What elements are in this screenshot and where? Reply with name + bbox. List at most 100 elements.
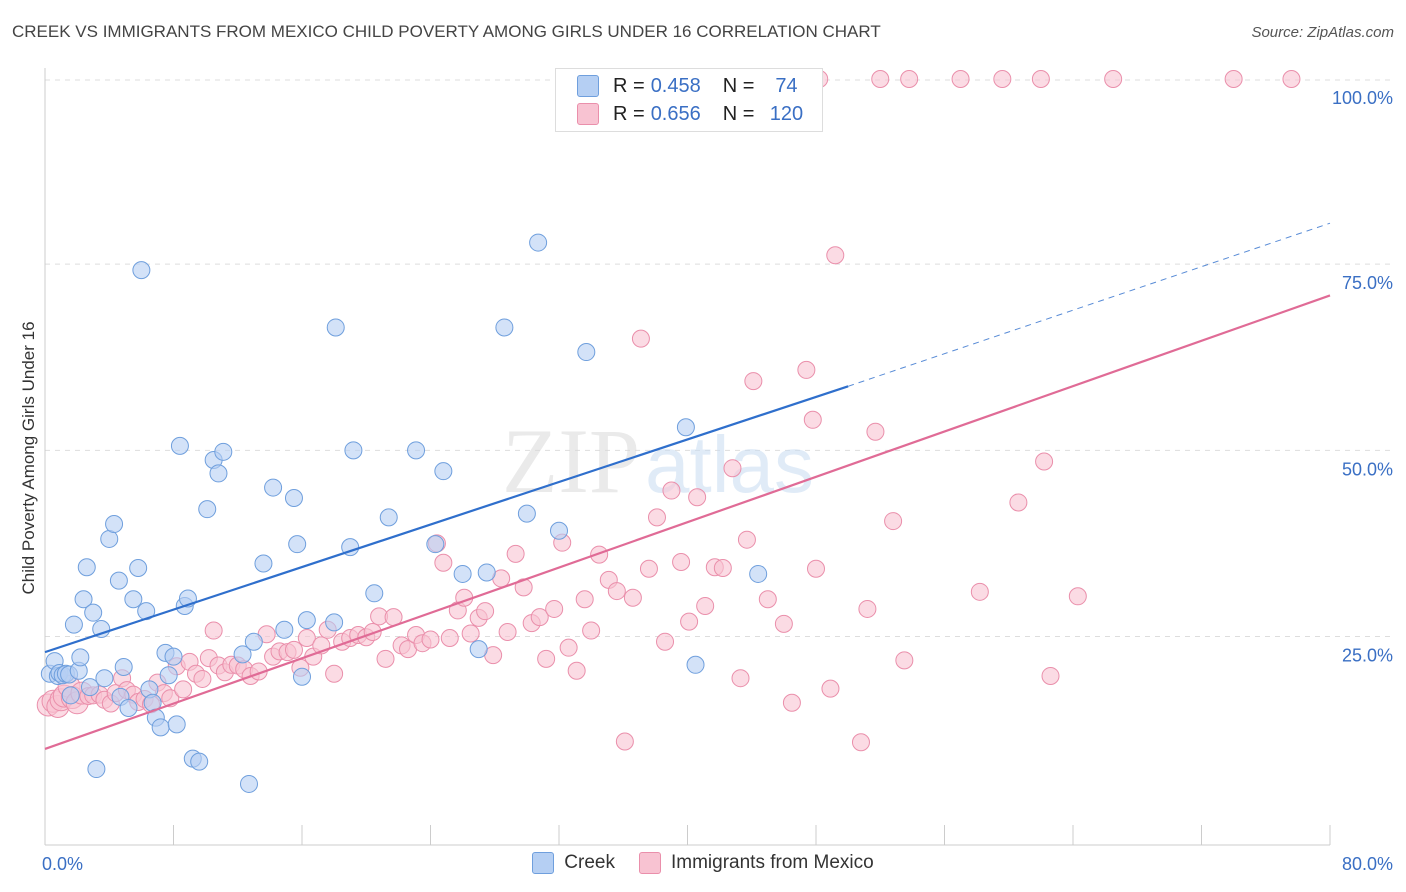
creek-point xyxy=(264,478,283,497)
mexico-point xyxy=(559,638,578,657)
source-label: Source: ZipAtlas.com xyxy=(1251,24,1394,41)
mexico-point xyxy=(1031,70,1050,88)
mexico-point xyxy=(440,628,459,647)
mexico-trend-line xyxy=(44,294,1331,750)
mexico-point xyxy=(993,70,1012,88)
creek-point xyxy=(74,590,93,609)
creek-point xyxy=(529,233,548,252)
bottom-legend: Creek Immigrants from Mexico xyxy=(0,852,1406,874)
creek-point xyxy=(129,558,148,577)
legend-n-value: 120 xyxy=(769,102,804,125)
mexico-point xyxy=(662,481,681,500)
legend-n-label: N = xyxy=(722,102,755,125)
mexico-point xyxy=(680,612,699,631)
creek-point xyxy=(95,669,114,688)
creek-point xyxy=(167,715,186,734)
creek-point xyxy=(379,508,398,527)
legend-r-label: R = xyxy=(613,102,645,125)
creek-point xyxy=(80,678,99,697)
creek-point xyxy=(254,554,273,573)
mexico-point xyxy=(826,246,845,265)
creek-point xyxy=(686,655,705,674)
creek-point xyxy=(407,441,426,460)
creek-point xyxy=(344,441,363,460)
trend-lines xyxy=(44,222,1331,750)
mexico-point xyxy=(1068,587,1087,606)
creek-point xyxy=(119,698,138,717)
mexico-point xyxy=(174,680,193,699)
creek-point xyxy=(293,667,311,686)
mexico-point xyxy=(866,422,885,441)
creek-point xyxy=(209,464,228,483)
creek-point xyxy=(61,686,80,705)
mexico-point xyxy=(1041,666,1060,685)
mexico-point xyxy=(498,623,517,642)
x-tick-label: 0.0% xyxy=(42,854,83,874)
mexico-point xyxy=(744,372,763,391)
x-tick-label: 80.0% xyxy=(1342,854,1393,874)
tick-labels: 25.0% 50.0% 75.0% 100.0% 0.0% 80.0% xyxy=(42,88,1393,874)
watermark-zip: ZIP xyxy=(502,410,640,512)
y-tick-label: 75.0% xyxy=(1342,273,1393,293)
y-tick-label: 25.0% xyxy=(1342,645,1393,665)
creek-point xyxy=(124,590,143,609)
creek-point xyxy=(325,613,344,632)
mexico-point xyxy=(530,608,549,627)
mexico-point xyxy=(1282,70,1301,88)
creek-point xyxy=(676,418,695,437)
mexico-point xyxy=(821,679,840,698)
creek-point xyxy=(92,620,111,639)
bottom-legend-swatch-creek xyxy=(532,852,555,874)
mexico-point xyxy=(461,624,480,643)
legend-n-value: 74 xyxy=(775,74,798,97)
creek-point xyxy=(477,563,496,582)
mexico-point xyxy=(871,70,890,88)
mexico-point xyxy=(575,590,594,609)
creek-point xyxy=(71,648,90,667)
mexico-point xyxy=(858,599,877,618)
creek-point xyxy=(77,558,96,577)
bottom-legend-swatch-mexico xyxy=(638,852,661,874)
mexico-point xyxy=(434,553,453,572)
mexico-point xyxy=(782,693,801,712)
mexico-point xyxy=(582,621,601,640)
creek-point xyxy=(434,462,453,481)
creek-point xyxy=(577,343,596,362)
mexico-point xyxy=(623,588,642,607)
mexico-point xyxy=(1224,70,1243,88)
creek-point xyxy=(159,666,178,685)
watermark: ZIP atlas xyxy=(502,410,814,512)
mexico-point xyxy=(807,559,825,578)
mexico-point xyxy=(590,545,609,564)
legend: R = 0.458 N = 74 R = 0.656 N = 120 xyxy=(555,68,823,132)
creek-point xyxy=(297,611,316,630)
creek-point xyxy=(198,500,217,519)
legend-r-value: 0.656 xyxy=(650,102,701,125)
mexico-point xyxy=(615,732,634,751)
mexico-point xyxy=(325,664,344,683)
y-tick-label: 100.0% xyxy=(1332,88,1393,108)
chart-title: CREEK VS IMMIGRANTS FROM MEXICO CHILD PO… xyxy=(12,22,881,41)
bottom-legend-creek: Creek xyxy=(532,852,615,874)
mexico-point xyxy=(284,640,303,659)
mexico-point xyxy=(688,488,707,507)
mexico-point xyxy=(851,733,870,752)
creek-point xyxy=(84,603,103,622)
creek-point xyxy=(214,442,233,461)
creek-point xyxy=(288,535,307,554)
creek-point xyxy=(244,632,263,651)
creek-point xyxy=(151,718,170,737)
creek-point xyxy=(517,504,536,523)
mexico-point xyxy=(1035,452,1054,471)
creek-point xyxy=(495,318,514,337)
mexico-point xyxy=(737,530,756,549)
legend-n-label: N = xyxy=(722,74,755,97)
mexico-point xyxy=(567,661,586,680)
mexico-points xyxy=(36,70,1301,752)
bottom-legend-label-creek: Creek xyxy=(564,852,615,873)
creek-point xyxy=(550,521,568,540)
mexico-point xyxy=(884,512,903,531)
creek-point xyxy=(326,318,345,337)
creek-point xyxy=(365,584,384,603)
